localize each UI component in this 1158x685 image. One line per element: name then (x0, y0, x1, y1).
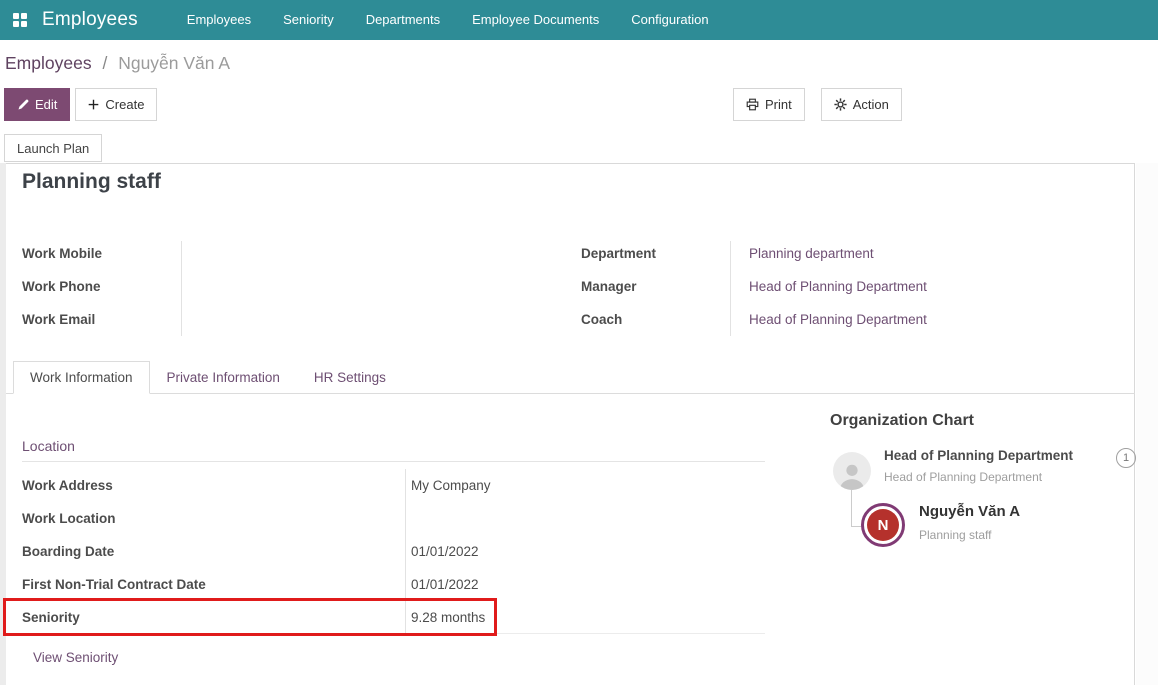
org-node2-subtitle: Planning staff (919, 528, 992, 542)
form-sheet: Planning staff Work Mobile Work Phone Wo… (6, 163, 1136, 685)
page-right-gutter (1136, 163, 1158, 685)
breadcrumb-employees-link[interactable]: Employees (5, 53, 92, 73)
menu-departments[interactable]: Departments (365, 12, 441, 27)
hr-field-labels: Department Manager Coach (581, 237, 726, 336)
contact-group-separator (181, 241, 182, 336)
contact-field-group: Work Mobile Work Phone Work Email (22, 237, 182, 336)
action-button[interactable]: Action (820, 88, 902, 121)
org-node1-avatar-placeholder[interactable] (833, 452, 871, 490)
field-row-first-non-trial-contract-date: First Non-Trial Contract Date 01/01/2022 (22, 568, 765, 601)
department-label: Department (581, 246, 657, 261)
tab-work-information[interactable]: Work Information (13, 361, 150, 394)
plus-icon (89, 99, 99, 110)
hr-group-separator (730, 241, 731, 336)
person-silhouette-icon (839, 464, 865, 490)
field-row-work-mobile: Work Mobile (22, 237, 182, 270)
print-button[interactable]: Print (733, 88, 805, 121)
notebook-tabs: Work Information Private Information HR … (6, 361, 1135, 394)
location-section-title: Location (22, 438, 75, 454)
org-node1-subtitle: Head of Planning Department (884, 470, 1043, 484)
job-title: Planning staff (22, 170, 161, 193)
field-row-boarding-date: Boarding Date 01/01/2022 (22, 535, 765, 568)
menu-employees[interactable]: Employees (186, 12, 252, 27)
gear-icon (834, 98, 847, 111)
page-left-gutter (0, 163, 6, 685)
location-field-rows: Work Address My Company Work Location Bo… (22, 469, 765, 634)
manager-value-link[interactable]: Head of Planning Department (749, 279, 927, 294)
field-row-seniority: Seniority 9.28 months (22, 601, 765, 634)
tab-hr-settings[interactable]: HR Settings (313, 370, 386, 385)
field-row-work-location: Work Location (22, 502, 765, 535)
org-node2-initial: N (867, 509, 899, 541)
boarding-date-label: Boarding Date (22, 544, 115, 559)
stat-button-row: Launch Plan (4, 134, 103, 162)
location-section-divider (22, 461, 765, 462)
work-address-label: Work Address (22, 478, 113, 493)
top-navbar: Employees Employees Seniority Department… (0, 0, 1158, 40)
launch-plan-button[interactable]: Launch Plan (4, 134, 103, 162)
field-row-work-address: Work Address My Company (22, 469, 765, 502)
work-mobile-label: Work Mobile (22, 246, 103, 261)
left-button-group: Edit Create (4, 88, 158, 121)
breadcrumb-separator: / (102, 53, 108, 73)
first-non-trial-contract-date-value: 01/01/2022 (411, 577, 479, 592)
edit-button[interactable]: Edit (4, 88, 71, 121)
work-phone-label: Work Phone (22, 279, 101, 294)
printer-icon (746, 98, 759, 111)
seniority-label: Seniority (22, 609, 80, 625)
org-node2-name[interactable]: Nguyễn Văn A (919, 503, 1021, 520)
department-value-link[interactable]: Planning department (749, 246, 874, 261)
menu-configuration[interactable]: Configuration (631, 12, 709, 27)
field-row-work-phone: Work Phone (22, 270, 182, 303)
boarding-date-value: 01/01/2022 (411, 544, 479, 559)
pencil-icon (18, 99, 29, 109)
first-non-trial-contract-date-label: First Non-Trial Contract Date (22, 577, 206, 592)
view-seniority-link[interactable]: View Seniority (33, 650, 119, 665)
field-row-department: Department (581, 237, 726, 270)
org-chart-title: Organization Chart (830, 412, 975, 429)
right-button-group: Print Action (733, 88, 902, 121)
hr-field-values: Planning department Head of Planning Dep… (749, 237, 1129, 336)
org-chart-connector-line (851, 490, 863, 527)
location-group-separator (405, 469, 406, 634)
app-title[interactable]: Employees (42, 9, 138, 30)
coach-value-link[interactable]: Head of Planning Department (749, 312, 927, 327)
field-row-coach: Coach (581, 303, 726, 336)
org-node2-avatar[interactable]: N (861, 503, 905, 547)
menu-employee-documents[interactable]: Employee Documents (472, 12, 600, 27)
work-location-label: Work Location (22, 511, 116, 526)
field-row-work-email: Work Email (22, 303, 182, 336)
org-node1-subordinates-badge[interactable]: 1 (1116, 448, 1136, 468)
tab-private-information[interactable]: Private Information (166, 370, 280, 385)
navbar-menu: Employees Seniority Departments Employee… (171, 0, 725, 40)
breadcrumb: Employees / Nguyễn Văn A (5, 53, 230, 74)
work-email-label: Work Email (22, 312, 96, 327)
breadcrumb-current-record: Nguyễn Văn A (118, 53, 231, 73)
create-button[interactable]: Create (75, 88, 158, 121)
field-row-manager: Manager (581, 270, 726, 303)
seniority-value: 9.28 months (411, 609, 486, 625)
menu-seniority[interactable]: Seniority (283, 12, 334, 27)
org-node1-name[interactable]: Head of Planning Department (884, 448, 1074, 463)
apps-grid-icon[interactable] (13, 12, 28, 28)
manager-label: Manager (581, 279, 637, 294)
work-address-value-link[interactable]: My Company (411, 478, 491, 493)
coach-label: Coach (581, 312, 623, 327)
